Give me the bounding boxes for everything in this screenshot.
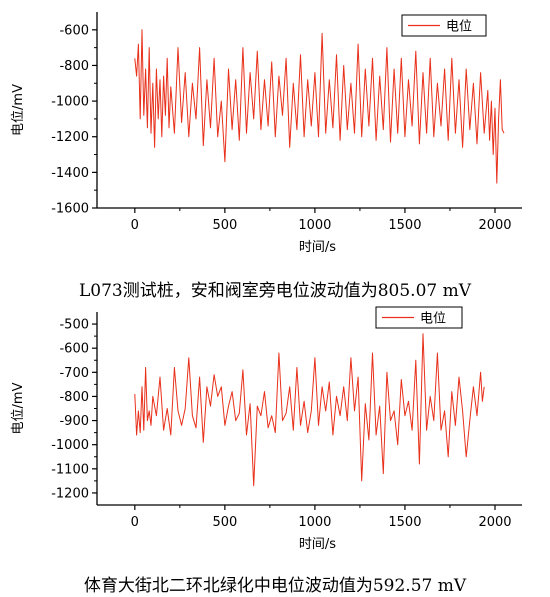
chart-2: -1200 -1100 -1000 -900 -800 -700 -600 -500 0 500 1… [11,306,522,552]
x-tick-label: 0 [131,515,139,530]
x-axis-label: 时间/s [299,537,336,552]
x-tick-label: 1000 [298,218,331,233]
chart-panel-2: -1200 -1100 -1000 -900 -800 -700 -600 -500 0 500 1… [0,300,550,570]
chart-panel-1: -1600 -1400 -1200 -1000 -800 -600 0 500 1000 1500… [0,0,550,270]
y-tick-label: -1000 [51,438,89,453]
legend-box [401,14,487,37]
y-tick-label: -1600 [51,202,89,217]
x-tick-label: 1000 [298,515,331,530]
y-axis-label: 电位/mV [11,382,26,434]
x-tick-label: 2000 [478,218,511,233]
x-tick-label: 1500 [388,515,421,530]
y-tick-label: -1400 [51,166,89,181]
chart-1: -1600 -1400 -1200 -1000 -800 -600 0 500 1000 1500… [11,12,522,255]
legend-label: 电位 [446,20,472,35]
y-tick-label: -1200 [51,130,89,145]
y-tick-label: -500 [59,318,89,333]
y-tick-label: -900 [59,414,89,429]
x-axis-label: 时间/s [299,240,336,255]
y-tick-label: -1000 [51,95,89,110]
y-axis-label: 电位/mV [11,84,26,136]
x-tick-label: 1500 [388,218,421,233]
chart-1-caption: L073测试桩，安和阀室旁电位波动值为805.07 mV [78,281,472,301]
series-line-1 [134,333,485,487]
y-tick-label: -1200 [51,486,89,501]
y-tick-label: -800 [59,390,89,405]
y-tick-label: -1100 [51,462,89,477]
x-tick-label: 500 [212,515,237,530]
x-tick-label: 0 [131,218,139,233]
x-tick-label: 2000 [478,515,511,530]
y-tick-label: -800 [59,59,89,74]
chart-2-caption: 体育大街北二环北绿化中电位波动值为592.57 mV [83,576,467,596]
legend-box [375,306,463,329]
y-tick-label: -600 [59,23,89,38]
y-tick-label: -600 [59,342,89,357]
y-tick-label: -700 [59,366,89,381]
series-line-1 [134,29,505,184]
x-tick-label: 500 [212,218,237,233]
legend-label: 电位 [420,312,446,327]
